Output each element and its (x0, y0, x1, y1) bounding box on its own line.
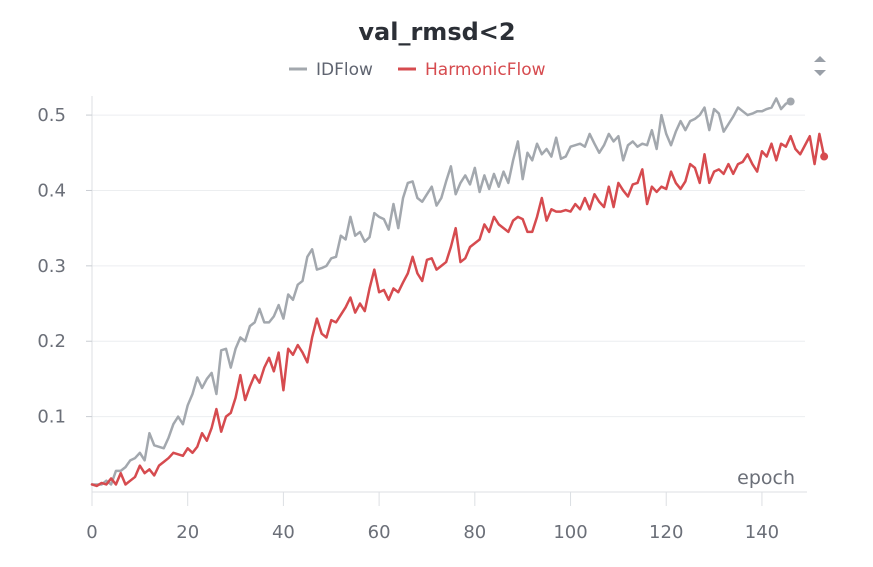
x-tick-label-6: 120 (649, 522, 683, 543)
y-axis-ticks: 0.1 0.2 0.3 0.4 0.5 (37, 105, 92, 428)
axes (91, 96, 807, 493)
x-axis-label: epoch (737, 467, 795, 489)
y-tick-label-1: 0.2 (37, 331, 66, 352)
x-tick-label-5: 100 (553, 522, 587, 543)
x-tick-label-3: 60 (368, 522, 391, 543)
grid-lines (92, 114, 805, 418)
y-tick-label-0: 0.1 (37, 407, 66, 428)
y-tick-label-2: 0.3 (37, 256, 66, 277)
x-tick-label-4: 80 (463, 522, 486, 543)
x-tick-label-0: 0 (86, 522, 97, 543)
series-endpoint-harmonicflow[interactable] (820, 152, 829, 161)
x-tick-label-1: 20 (176, 522, 199, 543)
series-line-harmonicflow[interactable] (90, 132, 826, 488)
y-tick-label-4: 0.5 (37, 105, 66, 126)
series-line-idflow[interactable] (90, 97, 792, 486)
chart-title: val_rmsd<2 (358, 18, 515, 46)
legend-scroll-control[interactable] (814, 56, 826, 76)
x-tick-label-2: 40 (272, 522, 295, 543)
chart-legend: IDFlow HarmonicFlow (289, 60, 546, 80)
x-axis-ticks: 0 20 40 60 80 100 120 140 (86, 492, 779, 543)
y-tick-label-3: 0.4 (37, 180, 66, 201)
x-tick-label-7: 140 (745, 522, 779, 543)
series-lines (90, 97, 829, 488)
legend-label-idflow[interactable]: IDFlow (316, 60, 373, 80)
legend-label-harmonicflow[interactable]: HarmonicFlow (425, 60, 546, 80)
scroll-down-icon[interactable] (814, 70, 826, 76)
series-endpoint-idflow[interactable] (786, 97, 795, 106)
scroll-up-icon[interactable] (814, 56, 826, 62)
